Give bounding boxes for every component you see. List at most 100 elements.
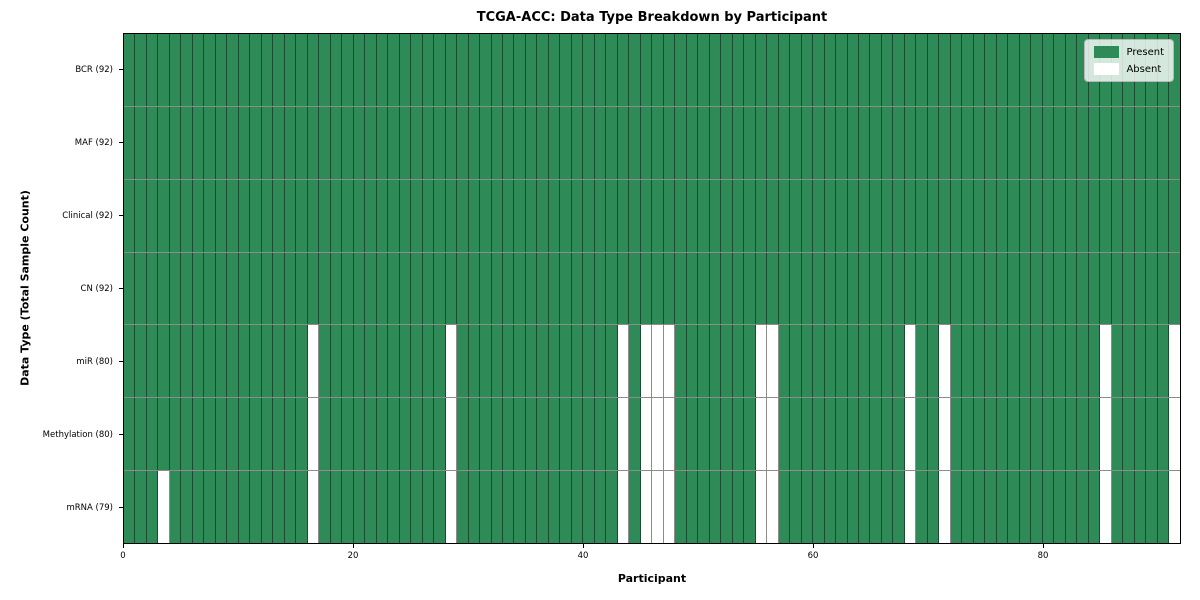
heatmap-cell-present <box>973 471 986 544</box>
heatmap-cell-absent <box>640 325 653 398</box>
heatmap-cell-present <box>502 34 515 106</box>
heatmap-cell-present <box>227 106 239 179</box>
heatmap-cell-present <box>927 179 940 252</box>
heatmap-cell-absent <box>445 471 458 544</box>
heatmap-cell-present <box>927 471 940 544</box>
heatmap-cell-present <box>261 34 274 106</box>
heatmap-cell-present <box>124 398 136 471</box>
heatmap-cell-present <box>927 325 940 398</box>
heatmap-cell-absent <box>652 471 664 544</box>
heatmap-cell-present <box>399 325 412 398</box>
heatmap-cell-present <box>227 34 239 106</box>
x-tick-label: 60 <box>807 551 819 561</box>
heatmap-cell-present <box>227 179 239 252</box>
heatmap-cell-present <box>537 252 549 325</box>
heatmap-cell-present <box>583 471 595 544</box>
heatmap-cell-present <box>273 179 285 252</box>
heatmap-cell-present <box>215 34 228 106</box>
heatmap-cell-present <box>790 398 802 471</box>
heatmap-cell-present <box>376 179 389 252</box>
heatmap-cell-present <box>836 34 848 106</box>
heatmap-cell-present <box>973 325 986 398</box>
heatmap-cell-present <box>411 471 423 544</box>
heatmap-row <box>124 471 1180 544</box>
heatmap-cell-present <box>158 34 170 106</box>
heatmap-cell-present <box>238 398 251 471</box>
heatmap-cell-present <box>859 471 871 544</box>
heatmap-cell-present <box>330 252 343 325</box>
heatmap-cell-present <box>353 252 366 325</box>
heatmap-cell-present <box>181 398 193 471</box>
heatmap-cell-present <box>250 179 262 252</box>
heatmap-cell-absent <box>158 471 170 544</box>
heatmap-cell-present <box>1157 398 1170 471</box>
heatmap-cell-present <box>744 398 756 471</box>
heatmap-cell-present <box>158 398 170 471</box>
heatmap-cell-present <box>124 471 136 544</box>
heatmap-cell-present <box>376 325 389 398</box>
heatmap-cell-present <box>502 106 515 179</box>
heatmap-cell-absent <box>1100 325 1112 398</box>
heatmap-cell-absent <box>307 325 320 398</box>
heatmap-cell-present <box>480 34 492 106</box>
heatmap-cell-absent <box>904 398 917 471</box>
heatmap-cell-present <box>859 106 871 179</box>
heatmap-cell-present <box>422 106 435 179</box>
heatmap-cell-present <box>594 252 607 325</box>
heatmap-cell-present <box>663 252 676 325</box>
heatmap-cell-present <box>824 179 837 252</box>
heatmap-cell-present <box>1134 398 1147 471</box>
heatmap-cell-present <box>307 34 320 106</box>
heatmap-cell-present <box>939 179 951 252</box>
heatmap-cell-present <box>1111 179 1124 252</box>
heatmap-cell-present <box>204 471 216 544</box>
heatmap-cell-present <box>617 106 630 179</box>
heatmap-cell-present <box>732 398 745 471</box>
heatmap-cell-present <box>778 471 791 544</box>
y-tick-mark <box>119 215 123 216</box>
heatmap-cell-present <box>169 398 182 471</box>
heatmap-cell-present <box>732 106 745 179</box>
heatmap-cell-present <box>686 471 699 544</box>
heatmap-cell-present <box>502 398 515 471</box>
heatmap-cell-present <box>836 179 848 252</box>
heatmap-cell-present <box>1088 398 1101 471</box>
heatmap-cell-present <box>250 252 262 325</box>
heatmap-cell-present <box>755 179 768 252</box>
heatmap-cell-present <box>583 325 595 398</box>
heatmap-cell-absent <box>307 471 320 544</box>
heatmap-cell-present <box>525 106 538 179</box>
heatmap-cell-present <box>215 471 228 544</box>
heatmap-cell-present <box>962 325 974 398</box>
heatmap-cell-present <box>181 106 193 179</box>
heatmap-cell-present <box>675 106 687 179</box>
heatmap-cell-present <box>388 252 400 325</box>
heatmap-cell-present <box>273 34 285 106</box>
heatmap-cell-present <box>709 179 722 252</box>
heatmap-cell-present <box>904 34 917 106</box>
heatmap-cell-present <box>342 252 354 325</box>
heatmap-cell-present <box>192 179 205 252</box>
heatmap-cell-present <box>881 106 894 179</box>
heatmap-cell-present <box>583 398 595 471</box>
heatmap-cell-present <box>192 471 205 544</box>
heatmap-cell-present <box>606 471 618 544</box>
heatmap-cell-present <box>1054 179 1066 252</box>
heatmap-cell-present <box>824 34 837 106</box>
heatmap-cell-present <box>365 471 377 544</box>
heatmap-cell-present <box>755 106 768 179</box>
heatmap-cell-present <box>135 398 147 471</box>
heatmap-cell-present <box>571 179 584 252</box>
heatmap-cell-present <box>457 325 469 398</box>
y-tick-label: MAF (92) <box>74 137 113 148</box>
heatmap-cell-present <box>1169 252 1180 325</box>
heatmap-cell-present <box>675 179 687 252</box>
heatmap-cell-present <box>836 106 848 179</box>
heatmap-cell-present <box>1054 252 1066 325</box>
heatmap-row <box>124 398 1180 472</box>
heatmap-cell-present <box>422 179 435 252</box>
heatmap-cell-present <box>801 471 814 544</box>
heatmap-cell-present <box>204 179 216 252</box>
heatmap-cell-present <box>859 252 871 325</box>
heatmap-cell-present <box>135 179 147 252</box>
